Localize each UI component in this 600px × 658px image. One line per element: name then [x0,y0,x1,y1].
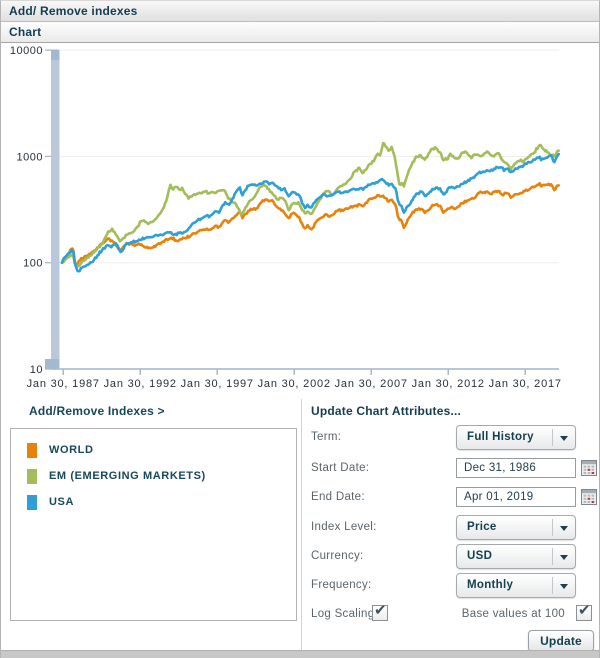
svg-text:Jan 30, 2002: Jan 30, 2002 [258,378,331,390]
svg-text:1000: 1000 [17,151,43,163]
chevron-down-icon [560,555,568,560]
calendar-icon[interactable] [581,489,597,505]
legend-item: USA [27,489,296,515]
frequency-label: Frequency: [311,579,372,591]
add-remove-indexes-link[interactable]: Add/Remove Indexes > [29,404,165,418]
svg-text:Jan 30, 1992: Jan 30, 1992 [104,378,177,390]
price-chart: 10000 1000 100 10 Jan 30, 1987 Jan 30, 1992 Ja… [10,45,562,390]
end-date-input[interactable] [456,487,576,507]
panel-title: Add/ Remove indexes [9,4,138,18]
legend-swatch-icon [27,442,37,458]
chevron-down-icon [560,436,568,441]
start-date-label: Start Date: [311,462,370,474]
currency-value: USD [467,550,493,562]
currency-label: Currency: [311,550,364,562]
log-scaling-checkbox[interactable]: ✔ [372,601,388,621]
currency-dropdown[interactable]: USD [456,544,576,569]
legend-item: EM (EMERGING MARKETS) [27,463,296,489]
index-level-value: Price [467,521,497,533]
term-label: Term: [311,431,342,443]
calendar-icon[interactable] [581,460,597,476]
term-dropdown[interactable]: Full History [456,425,576,450]
svg-text:10: 10 [30,364,43,376]
check-icon: ✔ [374,601,387,619]
base-values-checkbox[interactable]: ✔ [576,601,592,621]
svg-text:Jan 30, 1997: Jan 30, 1997 [181,378,254,390]
svg-text:100: 100 [23,258,43,270]
base-values-label: Base values at 100 [461,608,565,620]
svg-text:Jan 30, 1987: Jan 30, 1987 [27,378,100,390]
legend-box: WORLD EM (EMERGING MARKETS) USA [10,428,297,621]
update-button[interactable]: Update [528,630,594,652]
legend-item: WORLD [27,437,296,463]
index-level-dropdown[interactable]: Price [456,515,576,540]
legend-swatch-icon [27,494,37,510]
frequency-value: Monthly [467,579,514,591]
check-icon: ✔ [578,601,591,619]
frequency-dropdown[interactable]: Monthly [456,573,576,598]
term-value: Full History [467,431,534,443]
update-chart-attributes-heading: Update Chart Attributes... [311,404,462,418]
panel-title-bar: Add/ Remove indexes [1,1,599,22]
svg-text:10000: 10000 [10,45,43,57]
panel-bottom-edge [1,650,599,658]
column-divider [301,399,302,651]
svg-text:Jan 30, 2012: Jan 30, 2012 [412,378,485,390]
tab-chart[interactable]: Chart [9,25,42,39]
index-level-label: Index Level: [311,521,377,533]
start-date-input[interactable] [456,458,576,478]
legend-label: EM (EMERGING MARKETS) [49,470,206,482]
end-date-label: End Date: [311,491,365,503]
log-scaling-label: Log Scaling [311,608,375,620]
chevron-down-icon [560,584,568,589]
svg-text:Jan 30, 2017: Jan 30, 2017 [489,378,562,390]
legend-swatch-icon [27,468,37,484]
chart-tab-bar[interactable]: Chart [1,22,599,43]
chevron-down-icon [560,526,568,531]
svg-text:Jan 30, 2007: Jan 30, 2007 [335,378,408,390]
legend-label: USA [49,496,75,508]
legend-label: WORLD [49,444,94,456]
